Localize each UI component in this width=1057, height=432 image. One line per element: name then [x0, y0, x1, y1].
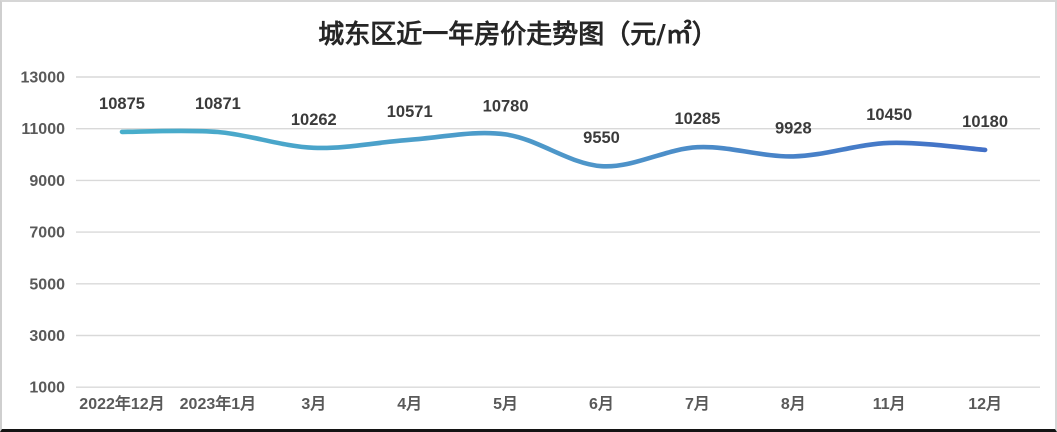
data-label: 10571 — [387, 103, 433, 121]
data-label: 10262 — [291, 111, 337, 129]
x-axis-category-label: 2022年12月 — [79, 394, 164, 413]
x-axis-category-label: 6月 — [589, 395, 614, 413]
x-axis-category-label: 11月 — [873, 395, 906, 413]
x-axis-category-label: 12月 — [968, 395, 1002, 413]
y-axis-tick-label: 9000 — [29, 173, 65, 190]
y-axis-tick-label: 7000 — [29, 225, 65, 242]
data-label: 10450 — [866, 106, 912, 124]
x-axis-category-label: 5月 — [493, 395, 518, 413]
y-axis-tick-label: 3000 — [29, 328, 65, 345]
data-labels-group: 10875 10871 10262 10571 10780 9550 10285 9928 10… — [99, 95, 1008, 147]
data-label: 10285 — [674, 110, 720, 128]
data-label: 9928 — [775, 119, 812, 137]
data-label: 10871 — [195, 95, 241, 113]
gridlines-group — [76, 76, 1040, 388]
price-trend-line — [119, 128, 988, 169]
y-axis-tick-label: 13000 — [21, 70, 66, 87]
data-label: 10780 — [483, 97, 529, 115]
x-axis-category-label: 4月 — [397, 395, 422, 413]
y-axis-labels-group: 13000 11000 9000 7000 5000 3000 1000 — [21, 70, 66, 397]
x-axis-category-label: 8月 — [781, 395, 806, 413]
x-axis-category-label: 3月 — [301, 395, 326, 413]
y-axis-tick-label: 11000 — [21, 121, 65, 138]
chart-title: 城东区近一年房价走势图（元/㎡） — [318, 19, 718, 50]
data-label: 10875 — [99, 95, 145, 113]
y-axis-tick-label: 5000 — [29, 276, 65, 293]
data-label: 10180 — [962, 113, 1008, 131]
data-label: 9550 — [583, 129, 620, 147]
x-axis-category-label: 7月 — [685, 395, 710, 413]
x-axis-labels-group: 2022年12月 2023年1月 3月 4月 5月 6月 7月 8月 11月 12月 — [79, 394, 1002, 413]
x-axis-category-label: 2023年1月 — [180, 394, 257, 413]
y-axis-tick-label: 1000 — [29, 380, 65, 397]
